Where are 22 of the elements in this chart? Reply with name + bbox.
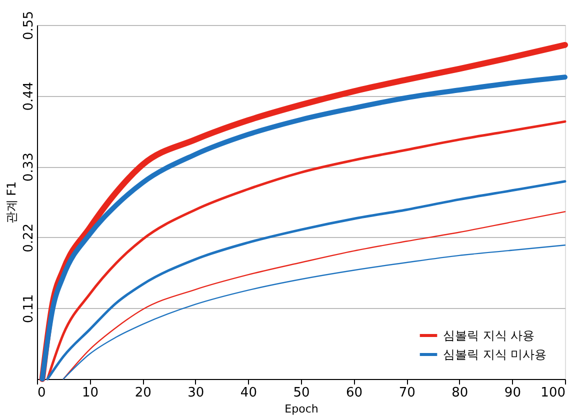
x-tick-label: 100 — [540, 386, 566, 400]
x-tick-label: 10 — [82, 386, 99, 400]
legend-label: 심볼릭 지식 사용 — [443, 328, 535, 342]
x-tick-label: 70 — [398, 386, 416, 400]
y-tick-label: 0.11 — [22, 294, 36, 324]
x-tick-label: 30 — [188, 386, 204, 400]
x-tick-label: 20 — [134, 386, 152, 400]
line-series — [62, 211, 566, 380]
y-tick-label: 0.44 — [22, 82, 36, 111]
y-axis-title: 관계 F1 — [4, 181, 18, 224]
y-tick-label: 0.33 — [22, 152, 36, 182]
x-tick-label: 80 — [452, 386, 468, 400]
legend-label: 심볼릭 지식 미사용 — [443, 348, 547, 362]
x-tick-label: 60 — [346, 386, 363, 400]
y-tick-label: 0.55 — [22, 11, 36, 40]
x-axis-title: Epoch — [284, 402, 318, 416]
x-tick-label: 0 — [38, 386, 46, 400]
x-tick-label: 50 — [293, 386, 310, 400]
x-tick-label: 40 — [240, 386, 257, 400]
y-tick-label: 0.22 — [22, 223, 36, 252]
x-tick-label: 90 — [504, 386, 521, 400]
line-series — [62, 244, 566, 380]
